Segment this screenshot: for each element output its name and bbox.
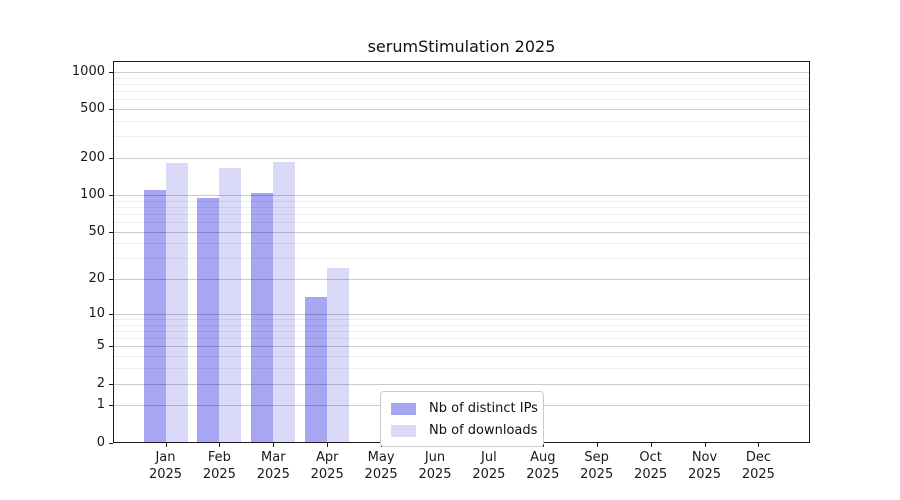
gridline-minor [113, 319, 810, 320]
gridline-minor [113, 243, 810, 245]
x-tick-label: Dec 2025 [741, 450, 775, 482]
legend-swatch-downloads [391, 424, 416, 437]
chart-title: serumStimulation 2025 [367, 37, 556, 56]
gridline-minor [113, 330, 810, 332]
gridline-minor [113, 258, 810, 260]
y-tick-mark [109, 383, 113, 385]
plot-area [113, 61, 810, 443]
gridline-major [113, 346, 810, 348]
x-tick-mark [327, 443, 329, 447]
y-tick-mark [109, 279, 113, 281]
gridline-major [113, 71, 810, 73]
y-tick-label: 500 [80, 101, 105, 117]
x-tick-mark [165, 443, 167, 447]
gridline-minor [113, 77, 810, 79]
x-tick-mark [273, 443, 275, 447]
y-tick-label: 2 [96, 375, 105, 391]
gridline-minor [113, 324, 810, 326]
gridline-minor [113, 338, 810, 340]
x-tick-label: Nov 2025 [687, 450, 722, 482]
y-tick-mark [109, 442, 113, 444]
gridline-minor [113, 222, 810, 223]
bar-distinct-ips [143, 189, 166, 443]
y-tick-mark [109, 231, 113, 233]
y-tick-mark [109, 194, 113, 196]
legend-label-downloads: Nb of downloads [429, 423, 538, 438]
legend-item-downloads: Nb of downloads [391, 421, 537, 440]
gridline-major [113, 279, 810, 281]
legend-label-distinct-ips: Nb of distinct IPs [429, 401, 538, 416]
y-tick-label: 5 [96, 338, 105, 354]
x-tick-label: Jan 2025 [148, 450, 183, 482]
bar-downloads [327, 267, 350, 443]
x-tick-label: May 2025 [364, 450, 398, 482]
gridline-major [113, 383, 810, 385]
legend-swatch-distinct-ips [391, 402, 416, 415]
y-tick-mark [109, 405, 113, 407]
y-tick-label: 100 [80, 186, 105, 202]
gridline-major [113, 194, 810, 196]
legend: Nb of distinct IPs Nb of downloads [380, 391, 544, 447]
x-tick-mark [758, 443, 760, 447]
y-tick-mark [109, 109, 113, 111]
bar-distinct-ips [305, 297, 328, 443]
gridline-minor [113, 200, 810, 202]
gridline-minor [113, 213, 810, 215]
gridline-major [113, 158, 810, 160]
y-tick-mark [109, 158, 113, 160]
y-tick-label: 50 [88, 223, 105, 239]
x-tick-mark [596, 443, 598, 447]
y-tick-label: 10 [88, 305, 105, 321]
gridline-minor [113, 91, 810, 93]
legend-item-distinct-ips: Nb of distinct IPs [391, 399, 538, 418]
gridline-minor [113, 121, 810, 122]
y-tick-mark [109, 346, 113, 348]
gridline-minor [113, 206, 810, 208]
bar-downloads [165, 162, 188, 443]
x-tick-label: Aug 2025 [526, 450, 560, 482]
x-tick-label: Jul 2025 [472, 450, 506, 482]
x-tick-label: Mar 2025 [256, 450, 290, 482]
x-tick-mark [704, 443, 706, 447]
gridline-major [113, 109, 810, 111]
y-tick-mark [109, 313, 113, 315]
y-tick-label: 20 [88, 271, 105, 287]
gridline-minor [113, 356, 810, 358]
gridline-minor [113, 136, 810, 138]
y-tick-mark [109, 71, 113, 73]
bar-distinct-ips [197, 197, 220, 443]
x-tick-label: Jun 2025 [418, 450, 452, 482]
x-tick-label: Apr 2025 [310, 450, 344, 482]
y-tick-label: 200 [80, 150, 105, 166]
bar-distinct-ips [251, 193, 274, 443]
gridline-minor [113, 99, 810, 101]
y-tick-label: 1000 [71, 63, 105, 79]
gridline-major [113, 231, 810, 233]
gridline-major [113, 313, 810, 315]
bar-downloads [273, 161, 296, 443]
x-tick-mark [650, 443, 652, 447]
x-tick-mark [219, 443, 221, 447]
x-tick-label: Sep 2025 [580, 450, 614, 482]
x-tick-label: Feb 2025 [202, 450, 236, 482]
x-tick-label: Oct 2025 [634, 450, 668, 482]
bar-downloads [219, 167, 242, 443]
gridline-minor [113, 83, 810, 85]
y-tick-label: 0 [96, 434, 105, 450]
y-tick-label: 1 [96, 397, 105, 413]
gridline-minor [113, 368, 810, 370]
